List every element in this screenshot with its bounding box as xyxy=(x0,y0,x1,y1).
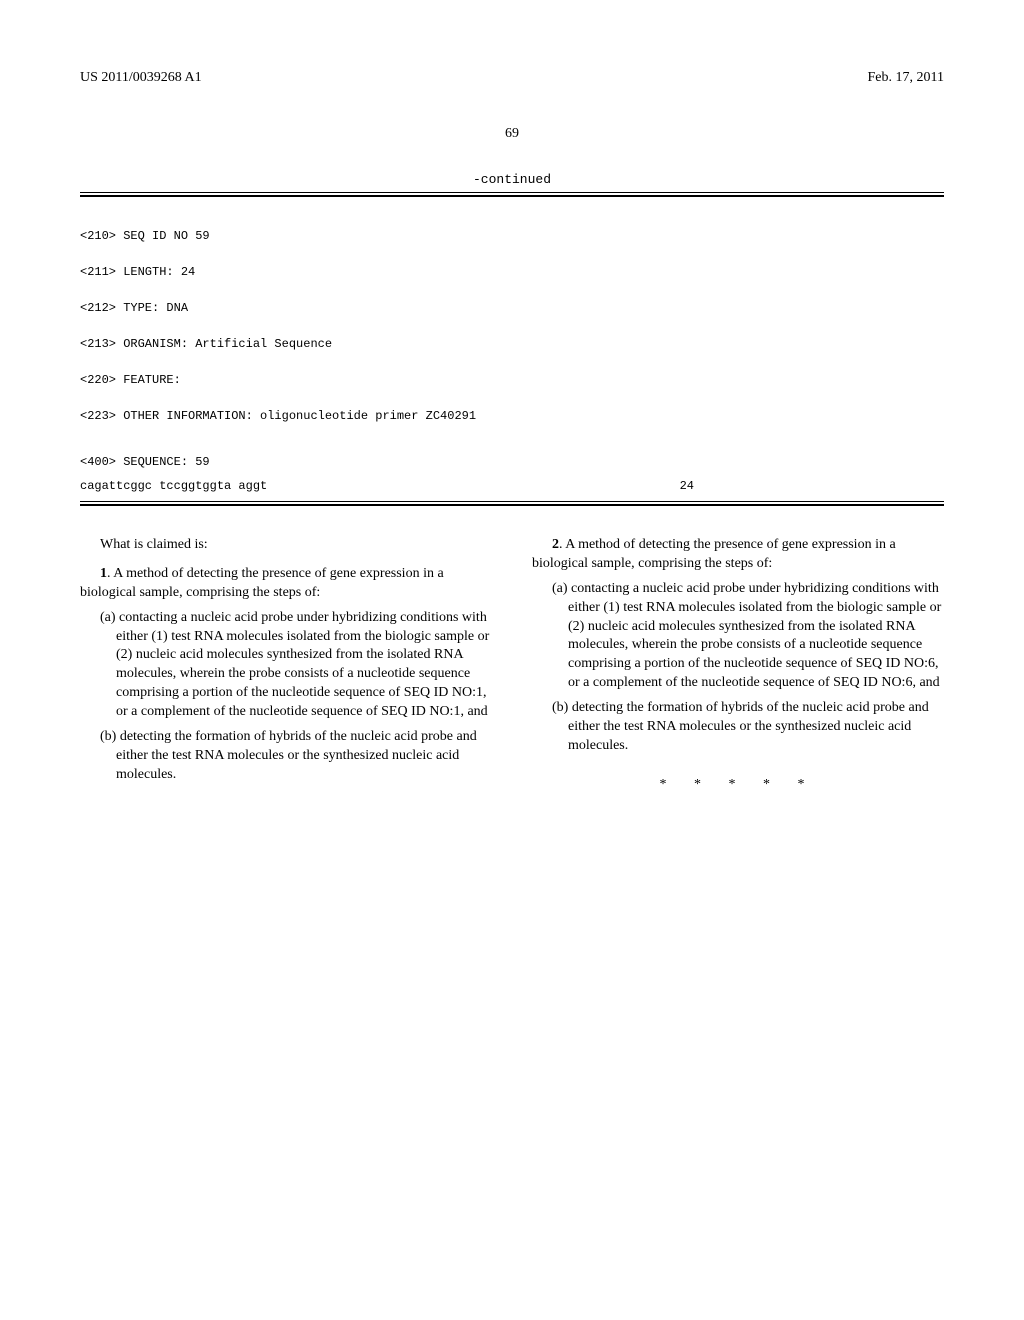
header-row: US 2011/0039268 A1 Feb. 17, 2011 xyxy=(80,70,944,86)
left-column: What is claimed is: 1. 1. A method of de… xyxy=(80,536,492,795)
seq-id: <210> SEQ ID NO 59 xyxy=(80,227,944,245)
page-number: 69 xyxy=(80,126,944,142)
claim-1-b: (b) detecting the formation of hybrids o… xyxy=(80,728,492,785)
seq-type: <212> TYPE: DNA xyxy=(80,299,944,317)
claims-intro: What is claimed is: xyxy=(80,536,492,555)
sequence-metadata: <210> SEQ ID NO 59 <211> LENGTH: 24 <212… xyxy=(80,209,944,443)
divider-thin xyxy=(80,192,944,193)
publication-number: US 2011/0039268 A1 xyxy=(80,70,202,86)
divider-thick xyxy=(80,195,944,197)
claims-columns: What is claimed is: 1. 1. A method of de… xyxy=(80,536,944,795)
sequence-data-row: cagattcggc tccggtggta aggt 24 xyxy=(80,479,944,493)
claim-1-intro: 1. 1. A method of detecting the presence… xyxy=(80,565,492,603)
publication-date: Feb. 17, 2011 xyxy=(868,70,944,86)
sequence-length-value: 24 xyxy=(680,479,944,493)
continued-label: -continued xyxy=(80,172,944,187)
right-column: 2. A method of detecting the presence of… xyxy=(532,536,944,795)
seq-feature: <220> FEATURE: xyxy=(80,371,944,389)
seq-length: <211> LENGTH: 24 xyxy=(80,263,944,281)
divider-thick-2 xyxy=(80,504,944,506)
divider-thin-2 xyxy=(80,501,944,502)
seq-organism: <213> ORGANISM: Artificial Sequence xyxy=(80,335,944,353)
end-marks: * * * * * xyxy=(532,776,944,795)
claim-2-b: (b) detecting the formation of hybrids o… xyxy=(532,699,944,756)
claim-2-intro: 2. A method of detecting the presence of… xyxy=(532,536,944,574)
seq-other-info: <223> OTHER INFORMATION: oligonucleotide… xyxy=(80,407,944,425)
claim-2-a: (a) contacting a nucleic acid probe unde… xyxy=(532,580,944,693)
sequence-data: cagattcggc tccggtggta aggt xyxy=(80,479,267,493)
sequence-label: <400> SEQUENCE: 59 xyxy=(80,455,944,469)
claim-1-a: (a) contacting a nucleic acid probe unde… xyxy=(80,609,492,722)
